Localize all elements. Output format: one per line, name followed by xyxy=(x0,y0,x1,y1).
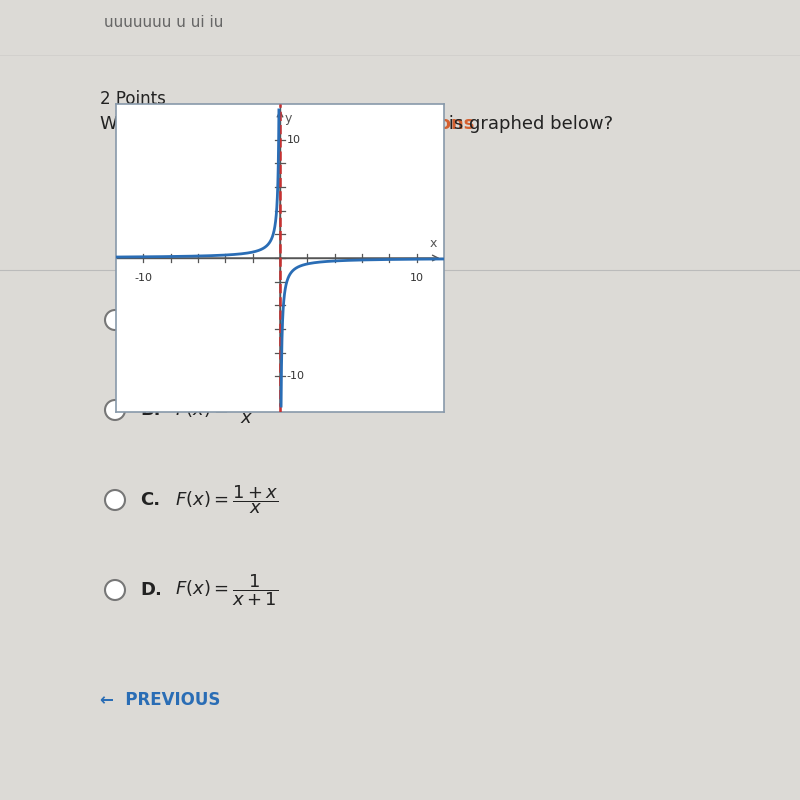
Circle shape xyxy=(105,310,125,330)
Text: D.: D. xyxy=(140,581,162,599)
Text: $F(x) = \dfrac{1+x}{x}$: $F(x) = \dfrac{1+x}{x}$ xyxy=(175,484,278,516)
Text: rational functions: rational functions xyxy=(295,115,474,133)
Text: $F(x) = \dfrac{1}{x+1}$: $F(x) = \dfrac{1}{x+1}$ xyxy=(175,572,278,608)
Circle shape xyxy=(105,580,125,600)
Circle shape xyxy=(105,490,125,510)
Text: 2 Points: 2 Points xyxy=(100,90,166,108)
Text: y: y xyxy=(285,112,292,125)
Text: x: x xyxy=(430,237,438,250)
Text: is graphed below?: is graphed below? xyxy=(443,115,613,133)
Text: 10: 10 xyxy=(410,274,424,283)
Text: A.: A. xyxy=(140,311,161,329)
Circle shape xyxy=(105,400,125,420)
Text: 10: 10 xyxy=(287,134,301,145)
Text: -10: -10 xyxy=(134,274,152,283)
Text: B.: B. xyxy=(140,401,161,419)
Text: $F(x) = \dfrac{1}{x-1}$: $F(x) = \dfrac{1}{x-1}$ xyxy=(175,302,278,338)
Text: -10: -10 xyxy=(287,371,305,382)
Text: ←  PREVIOUS: ← PREVIOUS xyxy=(100,691,220,709)
Text: uuuuuuu u ui iu: uuuuuuu u ui iu xyxy=(104,15,223,30)
Text: C.: C. xyxy=(140,491,160,509)
Text: Which of the following: Which of the following xyxy=(100,115,306,133)
Text: $F(x) = \dfrac{-1}{x}$: $F(x) = \dfrac{-1}{x}$ xyxy=(175,394,261,426)
